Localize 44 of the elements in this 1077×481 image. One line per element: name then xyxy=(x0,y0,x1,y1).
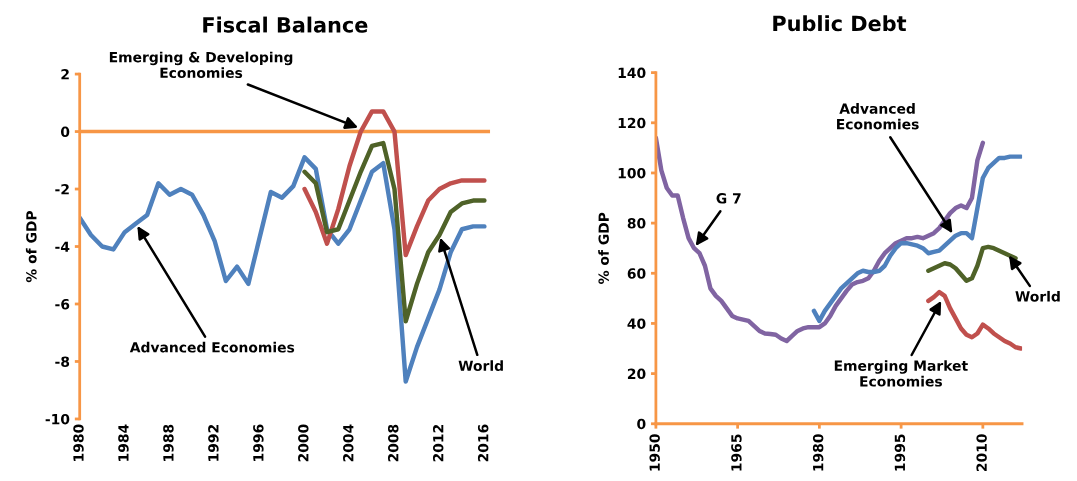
x-tick-label: 2010 xyxy=(976,434,987,472)
annotation: Emerging Market Economies xyxy=(834,360,968,387)
x-tick-label: 1984 xyxy=(118,424,129,461)
x-tick-label: 2016 xyxy=(477,424,489,462)
y-tick-label: 80 xyxy=(627,218,646,229)
y-tick-label: -6 xyxy=(55,298,70,310)
y-tick-label: -2 xyxy=(55,184,69,195)
x-tick-label: 1992 xyxy=(208,425,219,461)
annotation: Advanced Economies xyxy=(129,341,295,353)
y-tick-label: 0 xyxy=(60,126,70,138)
x-tick-label: 1965 xyxy=(731,434,742,471)
y-tick-label: 60 xyxy=(627,268,646,279)
x-tick-label: 2008 xyxy=(388,424,399,462)
x-tick-label: 1995 xyxy=(894,434,906,471)
y-tick-label: 20 xyxy=(627,368,646,380)
x-tick-label: 1980 xyxy=(73,424,84,461)
y-tick-label: -8 xyxy=(55,356,70,367)
y-tick-label: 100 xyxy=(618,167,646,179)
line-series xyxy=(302,109,487,258)
y-axis-title: % of GDP xyxy=(25,210,37,283)
y-tick-label: 140 xyxy=(618,67,646,79)
line-series xyxy=(655,135,986,344)
y-tick-label: 40 xyxy=(627,318,646,329)
x-tick-label: 2012 xyxy=(432,425,444,462)
x-tick-label: 1950 xyxy=(649,434,660,471)
y-axis-title: % of GDP xyxy=(598,212,609,284)
line-series xyxy=(302,140,487,324)
chart-title: Public Debt xyxy=(773,15,907,32)
annotation: World xyxy=(1015,290,1060,302)
x-tick-label: 1988 xyxy=(163,424,174,461)
annotation: Advanced Economies xyxy=(837,103,919,130)
x-tick-label: 1996 xyxy=(253,424,264,461)
x-tick-label: 1980 xyxy=(812,434,824,471)
y-tick-label: 120 xyxy=(618,117,646,129)
y-tick-label: -4 xyxy=(55,241,70,252)
annotation: G 7 xyxy=(716,193,741,204)
x-tick-label: 2000 xyxy=(298,424,309,462)
annotation: World xyxy=(458,360,503,371)
y-tick-label: 2 xyxy=(61,69,69,80)
y-tick-label: -10 xyxy=(45,413,70,425)
annotation: Emerging & Developing Economies xyxy=(109,51,293,79)
y-tick-label: 0 xyxy=(637,418,646,430)
x-tick-label: 2004 xyxy=(343,424,354,462)
chart-title: Fiscal Balance xyxy=(203,16,368,33)
